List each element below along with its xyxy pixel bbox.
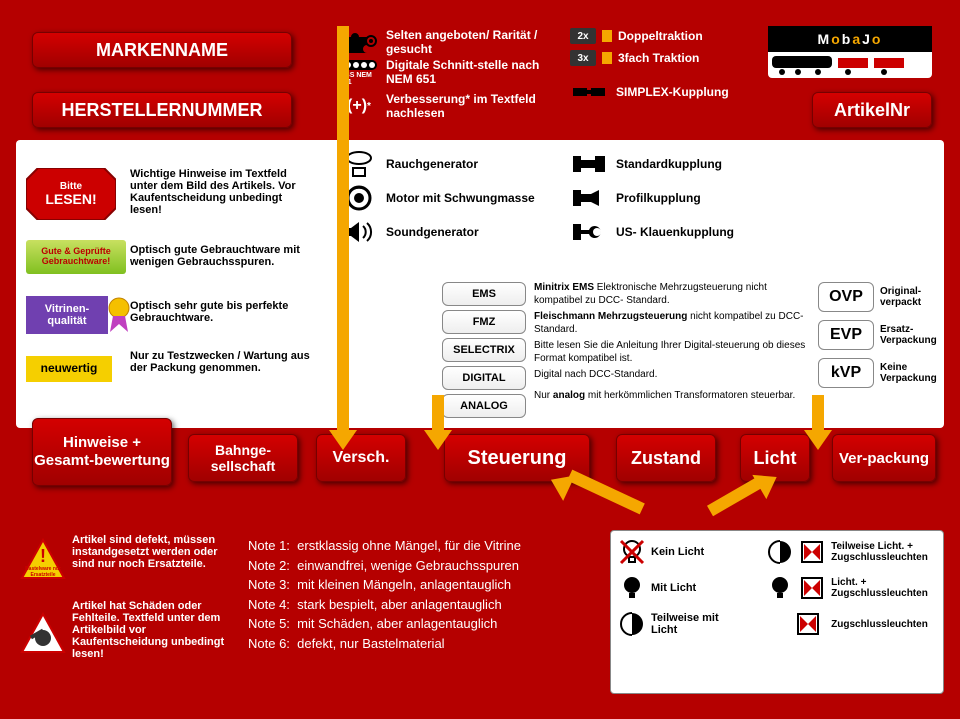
control-buttons: EMS FMZ SELECTRIX DIGITAL ANALOG xyxy=(442,282,526,422)
partlight-icon xyxy=(619,611,645,637)
warn2-text: Artikel hat Schäden oder Fehlteile. Text… xyxy=(72,600,236,660)
tech-text-6: Soundgenerator xyxy=(386,225,546,239)
kvp-box: kVP xyxy=(818,358,874,388)
tech-col1: Selten angeboten/ Rarität / gesucht DSS … xyxy=(340,28,560,126)
arrow2-stem xyxy=(432,395,444,435)
mult3-icon: 3x xyxy=(570,50,596,66)
ems-btn: EMS xyxy=(442,282,526,306)
nolight-icon xyxy=(619,539,645,565)
warn1-text: Artikel sind defekt, müssen instandgeset… xyxy=(72,534,236,570)
us-icon xyxy=(570,218,608,246)
tech-text-2: Digitale Schnitt-stelle nach NEM 651 xyxy=(386,58,546,86)
zustand-btn: Zustand xyxy=(616,434,716,482)
damage-warn xyxy=(20,612,66,663)
standard-text: Standardkupplung xyxy=(616,157,722,171)
light-icon xyxy=(619,575,645,601)
tech-text-3: Verbesserung* im Textfeld nachlesen xyxy=(386,92,546,120)
desc3: Optisch sehr gute bis perfekte Gebraucht… xyxy=(130,300,310,324)
selectrix-btn: SELECTRIX xyxy=(442,338,526,362)
arrow2-head xyxy=(424,430,452,450)
tech-col1b: Rauchgenerator Motor mit Schwungmasse So… xyxy=(340,150,560,252)
pkg-col: OVPOriginal-verpackt EVPErsatz-Verpackun… xyxy=(818,282,940,388)
desc1: Wichtige Hinweise im Textfeld unter dem … xyxy=(130,168,310,216)
arrow3-stem xyxy=(812,395,824,435)
analog-btn: ANALOG xyxy=(442,394,526,418)
partlight2-icon xyxy=(767,539,793,565)
arrow1-head xyxy=(329,430,357,450)
tech-text-1: Selten angeboten/ Rarität / gesucht xyxy=(386,28,546,56)
ribbon-icon xyxy=(106,296,132,334)
control-desc: Minitrix EMS Elektronische Mehrzugsteuer… xyxy=(534,282,810,402)
profil-icon xyxy=(570,184,608,212)
artikelnr-button: ArtikelNr xyxy=(812,92,932,128)
profil-text: Profilkupplung xyxy=(616,191,701,205)
taillight3-icon xyxy=(767,611,819,637)
doppel-text: Doppeltraktion xyxy=(618,29,703,43)
gute-badge: Gute & GeprüfteGebrauchtware! xyxy=(26,240,126,274)
desc4: Nur zu Testzwecken / Wartung aus der Pac… xyxy=(130,350,310,374)
bahn-btn: Bahnge-sellschaft xyxy=(188,434,298,482)
fmz-btn: FMZ xyxy=(442,310,526,334)
simplex-text: SIMPLEX-Kupplung xyxy=(616,85,729,99)
light-box: Kein Licht Mit Licht Teilweise mit Licht… xyxy=(610,530,944,694)
digital-btn: DIGITAL xyxy=(442,366,526,390)
logo-box: M o b a J o xyxy=(768,26,932,78)
arrow3-head xyxy=(804,430,832,450)
tech-text-4: Rauchgenerator xyxy=(386,157,546,171)
taillight2-icon xyxy=(799,575,825,601)
coupling-col2: Standardkupplung Profilkupplung US- Klau… xyxy=(570,150,770,252)
notes-block: Note 1: erstklassig ohne Mängel, für die… xyxy=(248,536,521,653)
vitrine-badge: Vitrinen- qualität xyxy=(26,296,108,334)
light2-icon xyxy=(767,575,793,601)
mult2-icon: 2x xyxy=(570,28,596,44)
standard-icon xyxy=(570,150,608,178)
arrow1-stem xyxy=(337,26,349,434)
evp-box: EVP xyxy=(818,320,874,350)
bitte-lesen-badge: BitteLESEN! xyxy=(26,168,116,225)
bastel-warn: ! Bastelware nur Ersatzteile xyxy=(20,538,66,589)
ovp-box: OVP xyxy=(818,282,874,312)
tech-text-5: Motor mit Schwungmasse xyxy=(386,191,546,205)
train-icon xyxy=(768,52,932,78)
svg-text:!: ! xyxy=(40,546,46,566)
simplex-icon xyxy=(570,78,608,106)
markenname-button: MARKENNAME xyxy=(32,32,292,68)
coupling-col: 2x Doppeltraktion 3x 3fach Traktion SIMPLE… xyxy=(570,28,770,112)
neuwertig-badge: neuwertig xyxy=(26,356,112,382)
dreifach-text: 3fach Traktion xyxy=(618,51,699,65)
desc2: Optisch gute Gebrauchtware mit wenigen G… xyxy=(130,244,310,268)
hinweise-btn: Hinweise + Gesamt-bewertung xyxy=(32,418,172,486)
us-text: US- Klauenkupplung xyxy=(616,225,734,239)
verpackung-btn: Ver-packung xyxy=(832,434,936,482)
logo-text: M o b a J o xyxy=(768,26,932,52)
lesen-text: LESEN! xyxy=(45,192,96,207)
herstellernummer-button: HERSTELLERNUMMER xyxy=(32,92,292,128)
taillight1-icon xyxy=(799,539,825,565)
